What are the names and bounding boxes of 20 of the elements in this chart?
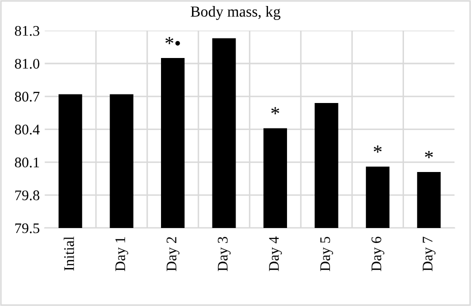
x-tick-label: Day 4: [269, 236, 282, 272]
x-tick-label: Initial: [64, 236, 74, 271]
y-tick-label: 81.0: [14, 58, 40, 69]
y-tick-label: 79.8: [15, 190, 40, 200]
annotation: *: [374, 146, 382, 153]
chart-title: Body mass, kg: [190, 6, 280, 20]
annotation: *•: [165, 36, 180, 46]
x-tick-label: Day 1: [115, 237, 128, 272]
y-tick-label: 79.5: [15, 223, 40, 234]
annotation: *: [424, 151, 433, 158]
x-tick-label: Day 2: [166, 237, 180, 272]
annotation: *: [271, 107, 280, 114]
y-tick-label: 80.7: [14, 92, 40, 102]
x-tick-label: Day 3: [218, 236, 231, 272]
y-tick-label: 80.1: [14, 158, 40, 168]
y-tick-label: 81.3: [14, 26, 40, 36]
x-tick-label: Day 5: [320, 236, 334, 272]
y-tick-label: 80.4: [14, 124, 40, 135]
x-tick-label: Day 6: [371, 236, 384, 272]
x-tick-label: Day 7: [422, 236, 436, 272]
